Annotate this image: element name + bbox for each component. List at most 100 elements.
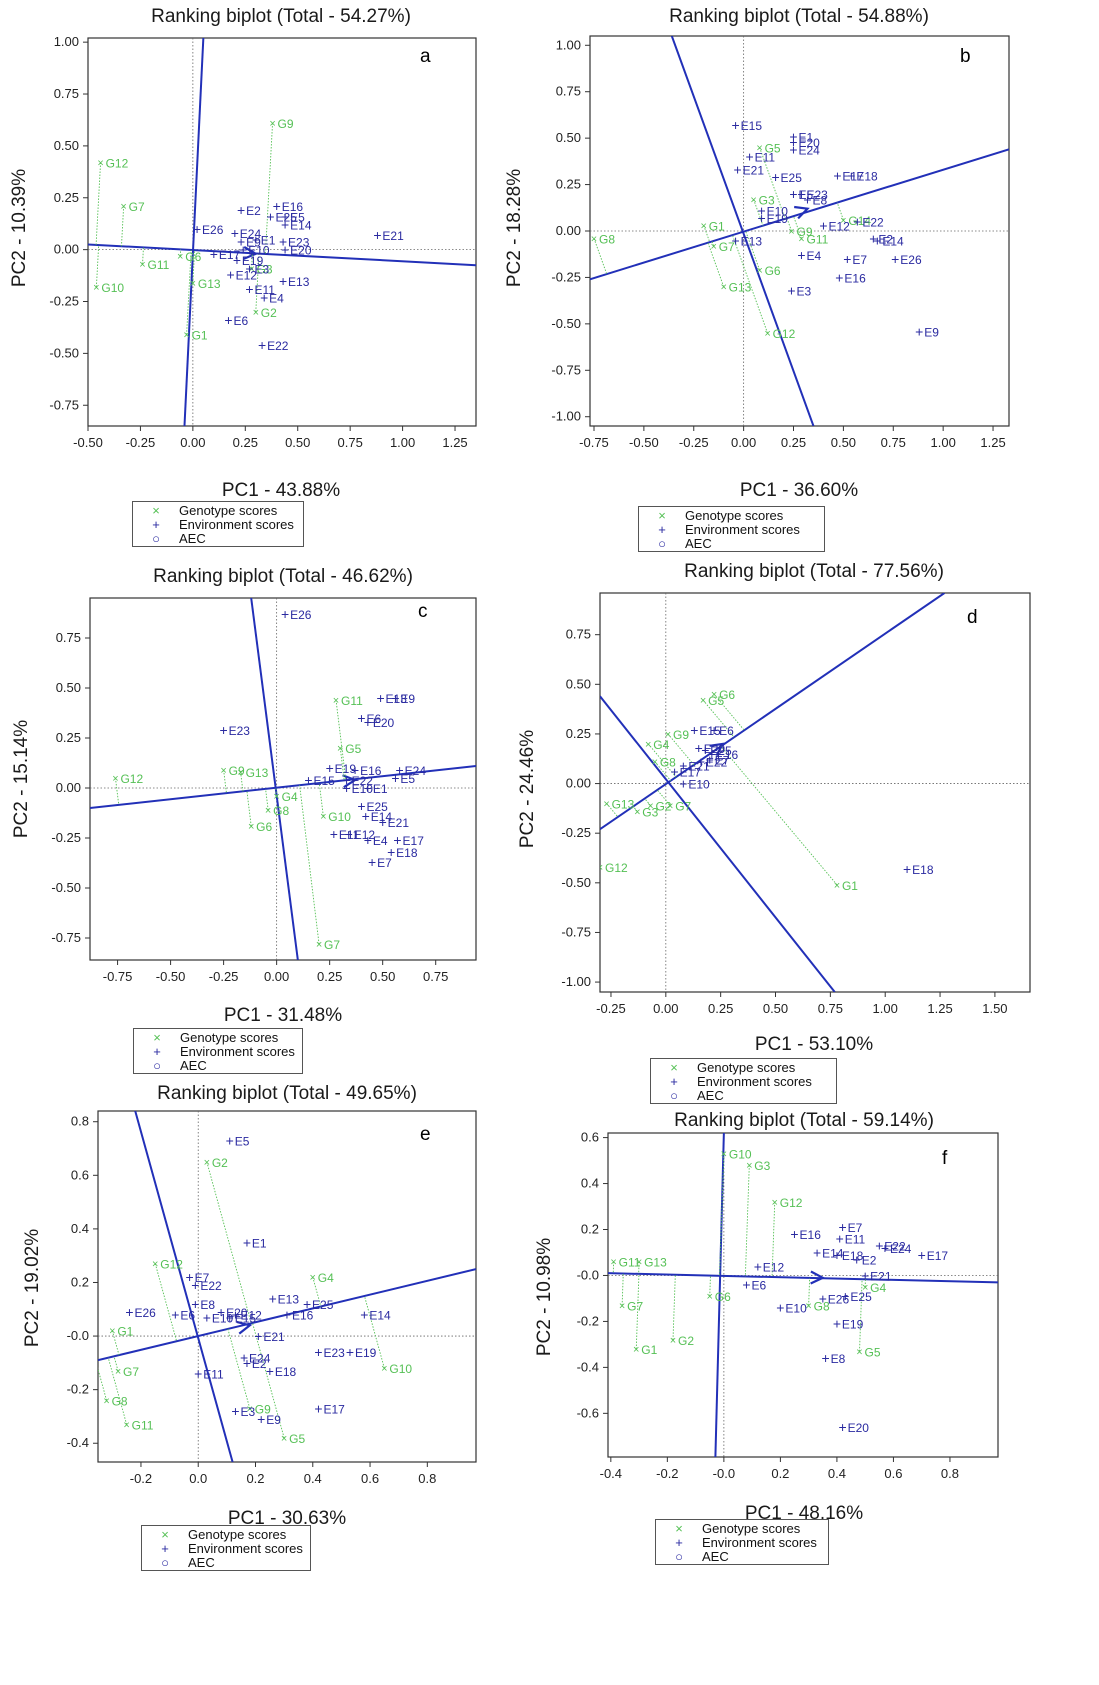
x-tick-label: -0.50 bbox=[629, 435, 659, 450]
environment-marker: + bbox=[771, 169, 779, 185]
environment-label: E4 bbox=[269, 291, 284, 305]
environment-label: E18 bbox=[842, 1249, 864, 1263]
environment-label: E12 bbox=[240, 1309, 262, 1323]
environment-label: E6 bbox=[719, 724, 734, 738]
environment-marker: + bbox=[710, 722, 718, 738]
panel-letter: a bbox=[420, 46, 431, 67]
y-tick-label: -0.0 bbox=[577, 1267, 599, 1282]
environment-label: E13 bbox=[288, 275, 310, 289]
environment-marker: + bbox=[891, 251, 899, 267]
environment-marker: + bbox=[819, 1290, 827, 1306]
genotype-label: G13 bbox=[246, 766, 269, 780]
environment-label: E3 bbox=[797, 284, 812, 298]
environment-marker: + bbox=[345, 826, 353, 842]
genotype-label: G2 bbox=[678, 1334, 694, 1348]
panel-letter: c bbox=[418, 601, 428, 622]
genotype-marker: × bbox=[700, 695, 706, 707]
genotype-projection bbox=[709, 1275, 711, 1297]
genotype-marker: × bbox=[93, 282, 99, 294]
x-tick-label: 0.25 bbox=[781, 435, 806, 450]
genotype-marker: × bbox=[281, 1433, 287, 1445]
environment-label: E10 bbox=[352, 782, 374, 796]
environment-marker: + bbox=[373, 227, 381, 243]
legend: × Genotype scores + Environment scores ○ AEC bbox=[133, 1028, 303, 1074]
legend-aec: ○ AEC bbox=[142, 1555, 310, 1570]
environment-marker: + bbox=[171, 1307, 179, 1323]
y-tick-label: -0.2 bbox=[67, 1382, 89, 1397]
x-tick-label: 0.50 bbox=[370, 969, 395, 984]
genotype-projection bbox=[744, 1165, 750, 1277]
legend-genotype-symbol: × bbox=[675, 1520, 683, 1536]
biplot-a: × G1× G2× G3× G6× G7× G9× G10× G11× G12× G13+ E1+ E2… bbox=[49, 34, 477, 450]
y-axis-label: PC2 - 24.46% bbox=[517, 729, 538, 849]
environment-marker: + bbox=[281, 208, 289, 224]
environment-label: E17 bbox=[927, 1249, 949, 1263]
environment-label: E17 bbox=[324, 1402, 346, 1416]
genotype-projection bbox=[240, 771, 244, 792]
panel-letter: e bbox=[420, 1124, 431, 1145]
genotype-marker: × bbox=[190, 278, 196, 290]
genotype-marker: × bbox=[123, 1419, 129, 1431]
environment-marker: + bbox=[226, 1309, 234, 1325]
legend-genotype-symbol: × bbox=[658, 507, 666, 523]
environment-marker: + bbox=[326, 760, 334, 776]
legend-environment-symbol: + bbox=[658, 521, 666, 537]
legend-aec-text: AEC bbox=[702, 1548, 729, 1564]
y-tick-label: 0.6 bbox=[581, 1130, 599, 1145]
x-tick-label: 0.4 bbox=[828, 1466, 846, 1481]
genotype-marker: × bbox=[710, 241, 716, 253]
y-tick-label: -0.75 bbox=[49, 397, 79, 412]
genotype-label: G6 bbox=[719, 688, 735, 702]
genotype-projection bbox=[635, 1273, 640, 1350]
genotype-label: G3 bbox=[754, 1159, 770, 1173]
environment-marker: + bbox=[257, 1411, 265, 1427]
genotype-marker: × bbox=[597, 862, 603, 874]
genotype-projection bbox=[192, 250, 196, 283]
x-tick-label: -0.75 bbox=[579, 435, 609, 450]
aec-abscissa bbox=[98, 1268, 476, 1362]
plot-area: × G1× G2× G4× G5× G7× G8× G9× G10× G11× G12+ E1+ E2+… bbox=[98, 1111, 476, 1462]
environment-label: E5 bbox=[799, 188, 814, 202]
legend: × Genotype scores + Environment scores ○ AEC bbox=[655, 1519, 829, 1565]
legend-environment-symbol: + bbox=[152, 516, 160, 532]
environment-label: E2 bbox=[252, 1357, 267, 1371]
y-tick-label: -0.4 bbox=[577, 1359, 599, 1374]
environment-marker: + bbox=[376, 690, 384, 706]
environment-marker: + bbox=[303, 1296, 311, 1312]
y-tick-label: -0.0 bbox=[67, 1328, 89, 1343]
y-tick-label: 0.00 bbox=[56, 780, 81, 795]
environment-marker: + bbox=[233, 252, 241, 268]
environment-label: E16 bbox=[844, 271, 866, 285]
y-tick-label: 0.00 bbox=[566, 776, 591, 791]
genotype-projection bbox=[113, 1356, 119, 1372]
environment-label: E1 bbox=[373, 782, 388, 796]
environment-marker: + bbox=[757, 210, 765, 226]
genotype-label: G5 bbox=[289, 1432, 305, 1446]
x-tick-label: 0.75 bbox=[881, 435, 906, 450]
legend: × Genotype scores + Environment scores ○ AEC bbox=[638, 506, 825, 552]
environment-label: E18 bbox=[275, 1365, 297, 1379]
genotype-projection bbox=[713, 693, 745, 731]
environment-marker: + bbox=[757, 203, 765, 219]
legend-genotype-text: Genotype scores bbox=[697, 1059, 796, 1075]
biplot-c: × G4× G5× G6× G7× G8× G9× G10× G11× G12 × G13+ E1+ E4… bbox=[51, 597, 477, 984]
environment-label: E4 bbox=[373, 834, 388, 848]
genotype-projection bbox=[667, 733, 695, 766]
genotype-label: G4 bbox=[318, 1271, 334, 1285]
genotype-projection bbox=[223, 769, 227, 794]
genotype-marker: × bbox=[756, 142, 762, 154]
y-axis-label: PC2 - 15.14% bbox=[11, 719, 32, 839]
legend-environment-text: Environment scores bbox=[180, 1043, 295, 1059]
environment-marker: + bbox=[789, 186, 797, 202]
environment-label: E18 bbox=[912, 863, 934, 877]
y-axis-label: PC2 - 18.28% bbox=[504, 168, 525, 288]
environment-marker: + bbox=[690, 722, 698, 738]
legend-aec-symbol: ○ bbox=[670, 1087, 678, 1103]
environment-label: E15 bbox=[313, 774, 335, 788]
environment-marker: + bbox=[217, 1304, 225, 1320]
y-tick-label: 0.50 bbox=[54, 138, 79, 153]
y-axis-label: PC2 - 10.39% bbox=[9, 168, 30, 288]
legend-aec-text: AEC bbox=[697, 1087, 724, 1103]
environment-marker: + bbox=[843, 251, 851, 267]
genotype-marker: × bbox=[97, 157, 103, 169]
